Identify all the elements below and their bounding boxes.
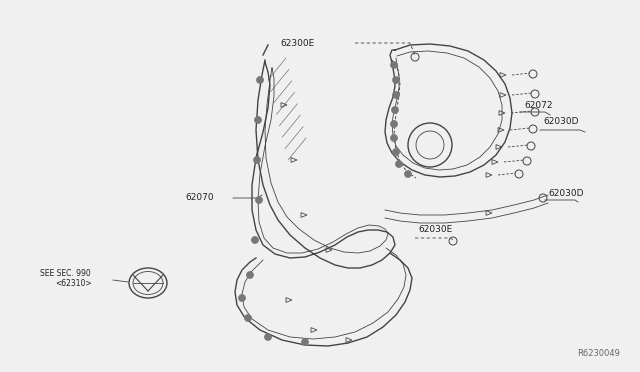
- Text: SEE SEC. 990: SEE SEC. 990: [40, 269, 91, 279]
- Text: R6230049: R6230049: [577, 349, 620, 358]
- Text: 62030D: 62030D: [548, 189, 584, 198]
- Circle shape: [246, 272, 253, 279]
- Circle shape: [255, 196, 262, 203]
- Circle shape: [392, 106, 399, 113]
- Circle shape: [390, 135, 397, 141]
- Circle shape: [404, 170, 412, 177]
- Text: 62072: 62072: [524, 100, 552, 109]
- Circle shape: [390, 121, 397, 128]
- Circle shape: [392, 77, 399, 83]
- Text: 62300E: 62300E: [280, 38, 314, 48]
- Text: <62310>: <62310>: [55, 279, 92, 289]
- Circle shape: [244, 314, 252, 321]
- Circle shape: [257, 77, 264, 83]
- Circle shape: [396, 160, 403, 167]
- Circle shape: [255, 116, 262, 124]
- Circle shape: [392, 148, 399, 155]
- Circle shape: [253, 157, 260, 164]
- Circle shape: [390, 61, 397, 68]
- Circle shape: [392, 92, 399, 99]
- Text: 62070: 62070: [185, 193, 214, 202]
- Text: 62030E: 62030E: [418, 225, 452, 234]
- Circle shape: [239, 295, 246, 301]
- Circle shape: [264, 334, 271, 340]
- Circle shape: [301, 339, 308, 346]
- Text: 62030D: 62030D: [543, 118, 579, 126]
- Circle shape: [252, 237, 259, 244]
